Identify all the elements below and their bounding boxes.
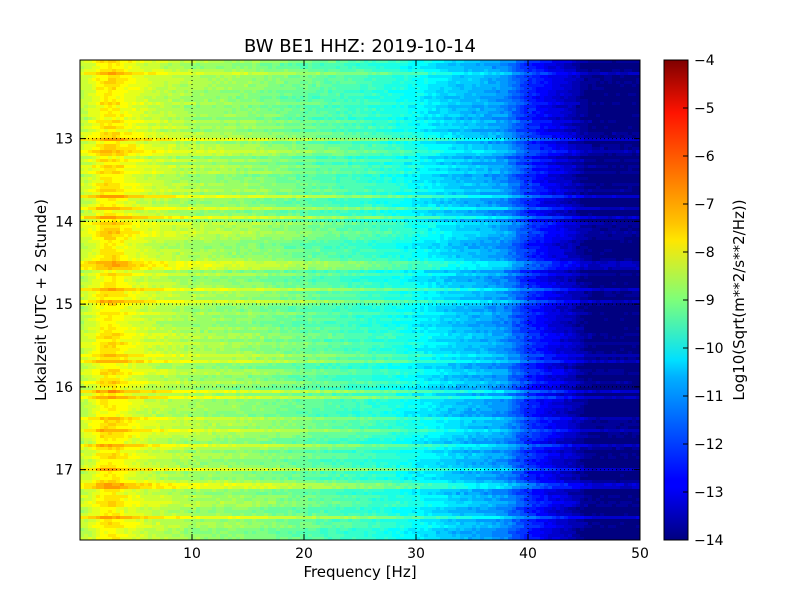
chart-title: BW BE1 HHZ: 2019-10-14	[244, 36, 476, 57]
spectrogram-heatmap	[80, 60, 641, 541]
